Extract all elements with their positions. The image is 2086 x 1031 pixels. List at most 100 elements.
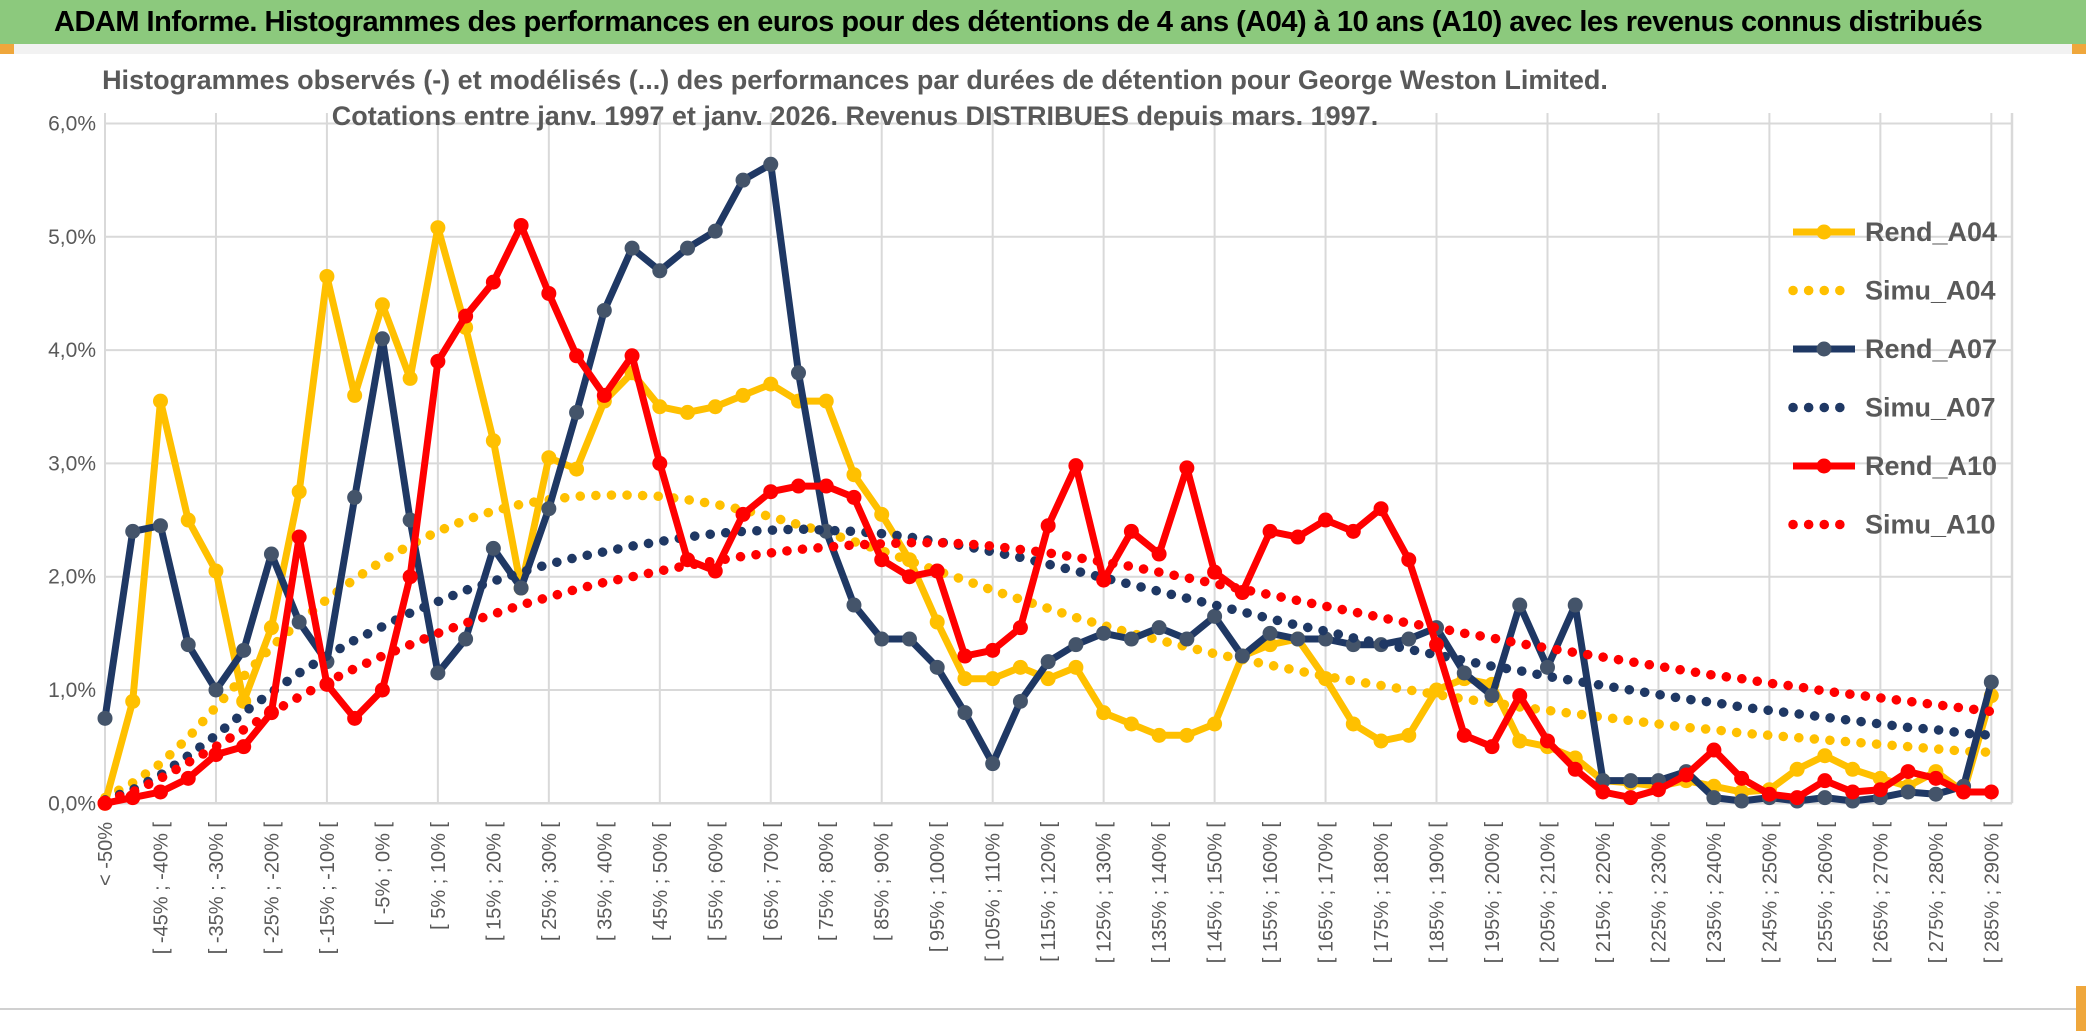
series-marker-Rend_A07	[1123, 631, 1139, 647]
x-axis-tick-label: [ 155% ; 160% [	[1260, 822, 1282, 964]
x-axis-tick-label: [ 175% ; 180% [	[1371, 822, 1393, 964]
series-marker-Rend_A04	[541, 450, 557, 466]
y-axis-tick-label: 1,0%	[48, 679, 96, 702]
series-marker-Rend_A07	[236, 642, 252, 658]
series-marker-Rend_A10	[791, 478, 806, 494]
series-marker-Rend_A10	[707, 563, 723, 579]
series-marker-Rend_A07	[541, 501, 557, 517]
accent-square-left	[0, 44, 14, 56]
chart-area: Histogrammes observés (-) et modélisés (…	[0, 54, 2086, 1010]
x-axis-tick-label: [ -45% ; -40% [	[150, 822, 172, 955]
legend-sample-marker-Rend_A07	[1816, 341, 1832, 357]
x-axis-tick-label: [ 5% ; 10% [	[428, 822, 450, 930]
series-marker-Rend_A07	[374, 331, 390, 347]
series-marker-Rend_A04	[735, 387, 751, 403]
x-axis-tick-label: [ 135% ; 140% [	[1149, 822, 1171, 964]
legend-label-Simu_A04: Simu_A04	[1865, 276, 1996, 306]
series-marker-Rend_A10	[180, 770, 196, 786]
series-marker-Rend_A07	[846, 597, 862, 613]
series-marker-Rend_A07	[707, 223, 723, 239]
series-marker-Rend_A07	[1983, 674, 1999, 690]
series-marker-Rend_A04	[1817, 748, 1833, 764]
x-axis-tick-label: [ 215% ; 220% [	[1593, 822, 1615, 964]
legend-item-Rend_A10[interactable]: Rend_A10	[1793, 451, 1997, 481]
series-line-Rend_A04	[101, 224, 1995, 807]
series-marker-Rend_A04	[569, 461, 585, 477]
x-axis-tick-label: [ 55% ; 60% [	[705, 822, 727, 941]
x-axis-tick-label: [ 65% ; 70% [	[761, 822, 783, 941]
series-marker-Rend_A07	[485, 540, 501, 556]
series-marker-Rend_A07	[97, 710, 113, 726]
x-axis-tick-label: [ 115% ; 120% [	[1038, 822, 1060, 962]
series-marker-Rend_A07	[1262, 625, 1278, 641]
series-marker-Rend_A07	[1318, 631, 1334, 647]
series-marker-Rend_A10	[985, 642, 1001, 658]
series-marker-Rend_A10	[1928, 770, 1944, 786]
series-marker-Rend_A07	[624, 240, 640, 256]
series-marker-Rend_A10	[1290, 529, 1306, 545]
series-marker-Rend_A10	[1789, 790, 1805, 806]
series-marker-Rend_A07	[430, 665, 446, 681]
series-marker-Rend_A04	[763, 376, 779, 392]
series-marker-Rend_A10	[1456, 727, 1472, 743]
series-marker-Rend_A04	[1512, 733, 1528, 749]
x-axis-tick-label: [ 185% ; 190% [	[1427, 822, 1449, 964]
series-marker-Rend_A10	[1956, 784, 1972, 800]
legend-item-Simu_A10[interactable]: Simu_A10	[1788, 510, 1996, 540]
x-axis-tick-label: [ 75% ; 80% [	[816, 822, 838, 941]
legend-item-Rend_A04[interactable]: Rend_A04	[1793, 217, 1997, 247]
series-marker-Rend_A10	[458, 308, 474, 324]
series-marker-Rend_A04	[985, 671, 1001, 687]
series-marker-Rend_A10	[152, 784, 168, 800]
series-line-Simu_A04	[100, 490, 1997, 803]
legend-label-Rend_A07: Rend_A07	[1865, 334, 1997, 364]
series-marker-Rend_A04	[374, 297, 390, 313]
series-marker-Rend_A10	[291, 529, 307, 545]
series-marker-Rend_A04	[1262, 637, 1278, 653]
legend-item-Rend_A07[interactable]: Rend_A07	[1793, 334, 1997, 364]
legend-sample-marker-Rend_A04	[1816, 224, 1832, 240]
series-marker-Rend_A07	[1179, 631, 1195, 647]
series-marker-Rend_A04	[1068, 659, 1084, 675]
series-marker-Rend_A04	[652, 399, 668, 415]
series-marker-Rend_A10	[1123, 523, 1139, 539]
series-marker-Rend_A10	[208, 747, 224, 763]
series-marker-Rend_A07	[1456, 665, 1472, 681]
series-line-Simu_A10	[100, 537, 1997, 806]
series-marker-Rend_A04	[1401, 727, 1417, 743]
series-marker-Rend_A07	[791, 365, 806, 381]
series-marker-Rend_A04	[347, 387, 363, 403]
legend-label-Rend_A04: Rend_A04	[1865, 217, 1997, 247]
series-marker-Rend_A04	[402, 370, 418, 386]
legend-item-Simu_A07[interactable]: Simu_A07	[1788, 393, 1996, 423]
series-marker-Rend_A04	[874, 506, 890, 522]
x-axis-tick-label: [ -35% ; -30% [	[206, 822, 228, 955]
y-axis-tick-label: 2,0%	[48, 566, 96, 589]
x-axis-tick-label: [ 25% ; 30% [	[539, 822, 561, 941]
series-marker-Rend_A07	[1012, 693, 1028, 709]
series-marker-Rend_A10	[652, 455, 668, 471]
series-marker-Rend_A07	[569, 404, 585, 420]
series-marker-Rend_A10	[513, 217, 529, 233]
series-marker-Rend_A07	[985, 756, 1001, 772]
series-marker-Rend_A10	[874, 552, 890, 568]
series-marker-Rend_A10	[735, 506, 751, 522]
series-marker-Rend_A10	[1151, 546, 1167, 562]
series-marker-Rend_A07	[1290, 631, 1306, 647]
series-marker-Rend_A04	[846, 467, 862, 483]
y-axis-tick-label: 3,0%	[48, 452, 96, 475]
series-marker-Rend_A10	[402, 569, 418, 585]
series-marker-Rend_A07	[1207, 608, 1223, 624]
x-axis-tick-label: [ 105% ; 110% [	[983, 822, 1005, 962]
series-marker-Rend_A07	[513, 580, 529, 596]
series-marker-Rend_A07	[735, 172, 751, 188]
legend-item-Simu_A04[interactable]: Simu_A04	[1788, 276, 1996, 306]
x-axis-tick-label: [ 45% ; 50% [	[650, 822, 672, 941]
series-marker-Rend_A04	[208, 563, 224, 579]
series-marker-Rend_A07	[1401, 631, 1417, 647]
series-marker-Rend_A10	[1484, 739, 1500, 755]
series-marker-Rend_A07	[347, 489, 363, 505]
series-marker-Rend_A07	[291, 614, 307, 630]
series-marker-Rend_A07	[1068, 637, 1084, 653]
